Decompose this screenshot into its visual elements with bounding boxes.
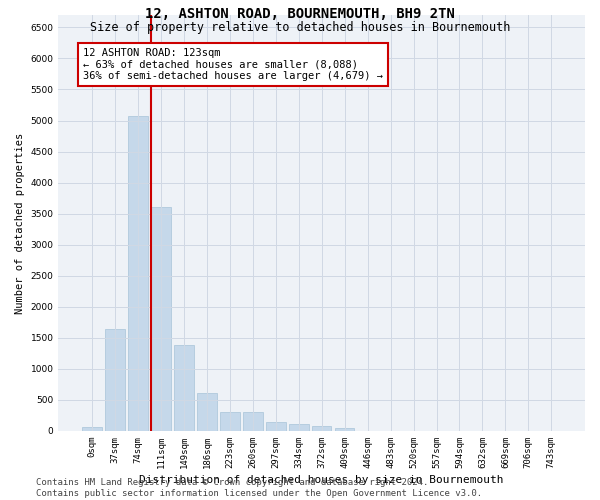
Text: Contains HM Land Registry data © Crown copyright and database right 2024.
Contai: Contains HM Land Registry data © Crown c… — [36, 478, 482, 498]
Bar — [174, 344, 194, 431]
Bar — [128, 116, 148, 431]
Bar — [335, 428, 355, 431]
Bar — [82, 426, 102, 431]
Bar — [197, 393, 217, 431]
Bar — [312, 426, 331, 431]
Bar — [243, 412, 263, 431]
Bar — [106, 328, 125, 431]
Text: Size of property relative to detached houses in Bournemouth: Size of property relative to detached ho… — [90, 21, 510, 34]
Bar — [289, 424, 308, 431]
X-axis label: Distribution of detached houses by size in Bournemouth: Distribution of detached houses by size … — [139, 475, 504, 485]
Bar — [151, 208, 171, 431]
Bar — [266, 422, 286, 431]
Y-axis label: Number of detached properties: Number of detached properties — [15, 132, 25, 314]
Text: 12, ASHTON ROAD, BOURNEMOUTH, BH9 2TN: 12, ASHTON ROAD, BOURNEMOUTH, BH9 2TN — [145, 8, 455, 22]
Bar — [220, 412, 239, 431]
Text: 12 ASHTON ROAD: 123sqm
← 63% of detached houses are smaller (8,088)
36% of semi-: 12 ASHTON ROAD: 123sqm ← 63% of detached… — [83, 48, 383, 82]
